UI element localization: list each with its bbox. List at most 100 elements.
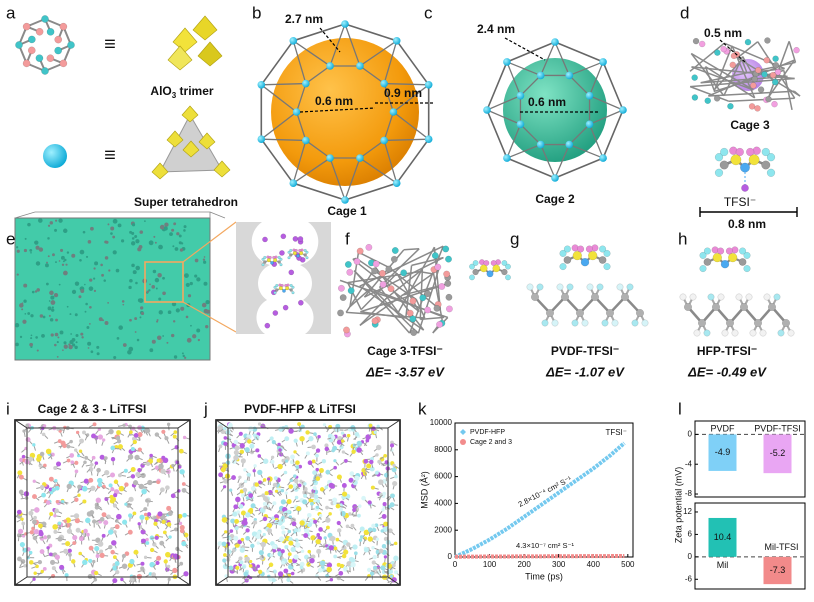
atom: [273, 285, 277, 289]
md-atom: [224, 574, 228, 578]
bond: [690, 52, 754, 91]
atom: [419, 294, 427, 302]
atom: [591, 293, 600, 302]
md-atom: [317, 567, 323, 573]
md-atom: [369, 571, 375, 576]
md-atom: [321, 459, 327, 464]
atom: [571, 319, 579, 327]
md-atom: [348, 512, 352, 516]
framework-atom: [175, 308, 180, 313]
framework-atom: [146, 290, 149, 294]
atom: [438, 283, 446, 290]
framework-atom: [158, 297, 162, 301]
md-atom: [54, 478, 58, 483]
framework-atom: [157, 273, 162, 278]
md-atom: [41, 492, 46, 498]
md-atom: [351, 449, 356, 454]
framework-atom: [61, 263, 65, 267]
atom: [346, 268, 354, 276]
md-atom: [325, 469, 331, 475]
framework-atom: [55, 318, 58, 322]
md-atom: [340, 439, 345, 443]
md-atom: [312, 470, 317, 475]
framework-atom: [64, 258, 67, 262]
md-atom: [109, 494, 114, 500]
cage-edge: [519, 74, 542, 97]
md-atom: [217, 541, 223, 547]
md-atom: [92, 559, 96, 564]
md-atom: [74, 518, 80, 524]
md-atom: [95, 554, 100, 559]
md-atom: [391, 467, 397, 473]
atom: [626, 283, 634, 291]
atom: [279, 257, 283, 261]
cage-edge: [486, 95, 521, 111]
md-atom: [250, 486, 256, 491]
framework-atom: [166, 341, 169, 344]
atom: [287, 250, 291, 254]
framework-atom: [16, 246, 19, 249]
md-atom: [316, 499, 320, 503]
md-atom: [311, 554, 316, 559]
md-atom: [299, 561, 305, 567]
md-atom: [272, 501, 277, 506]
framework-atom: [205, 325, 209, 329]
md-atom: [380, 529, 384, 533]
framework-atom: [169, 232, 173, 237]
panel-label: c: [424, 3, 433, 22]
annotation: 4.3×10⁻⁷ cm² S⁻¹: [516, 541, 574, 550]
md-atom: [356, 440, 362, 447]
md-atom: [315, 505, 320, 510]
framework-atom: [23, 248, 28, 253]
md-atom: [46, 534, 51, 539]
framework-atom: [201, 302, 207, 308]
md-atom: [319, 514, 323, 518]
md-atom: [326, 566, 332, 573]
framework-atom: [47, 255, 50, 258]
md-atom: [377, 479, 384, 485]
md-atom: [54, 485, 60, 491]
md-atom: [277, 442, 281, 447]
framework-atom: [167, 310, 172, 315]
atom: [291, 285, 295, 289]
atom: [282, 304, 289, 311]
atom: [764, 37, 771, 44]
atom: [433, 304, 441, 312]
framework-atom: [178, 234, 182, 238]
md-atom: [256, 564, 260, 569]
framework-atom: [192, 334, 197, 339]
framework-atom: [63, 344, 68, 349]
atom: [601, 319, 609, 327]
md-atom: [232, 548, 236, 553]
caption: Cage 2: [535, 192, 575, 206]
framework-atom: [107, 302, 109, 304]
panel-label: i: [6, 399, 10, 418]
cage-edge: [359, 65, 385, 85]
framework-atom: [54, 343, 57, 347]
md-atom: [217, 425, 224, 431]
framework-atom: [149, 283, 151, 286]
framework-atom: [137, 298, 142, 303]
atom: [743, 251, 751, 259]
bond: [736, 41, 759, 59]
x-tick-label: 200: [517, 560, 531, 569]
framework-atom: [68, 344, 73, 350]
md-atom: [88, 558, 93, 564]
framework-atom: [54, 332, 59, 337]
box-perspective: [14, 419, 191, 586]
md-atom: [94, 505, 100, 510]
md-atom: [361, 468, 366, 473]
atom: [446, 305, 453, 313]
md-atom: [375, 470, 379, 475]
md-atom: [307, 522, 313, 528]
md-atom: [83, 528, 88, 534]
md-atom: [227, 422, 233, 428]
atom: [621, 293, 630, 302]
atom: [636, 309, 645, 318]
md-atom: [82, 430, 86, 435]
atom: [714, 168, 724, 177]
caption: HFP-TFSI⁻: [697, 344, 757, 358]
framework-atom: [47, 306, 52, 311]
md-atom: [174, 527, 178, 532]
atom: [289, 253, 293, 257]
